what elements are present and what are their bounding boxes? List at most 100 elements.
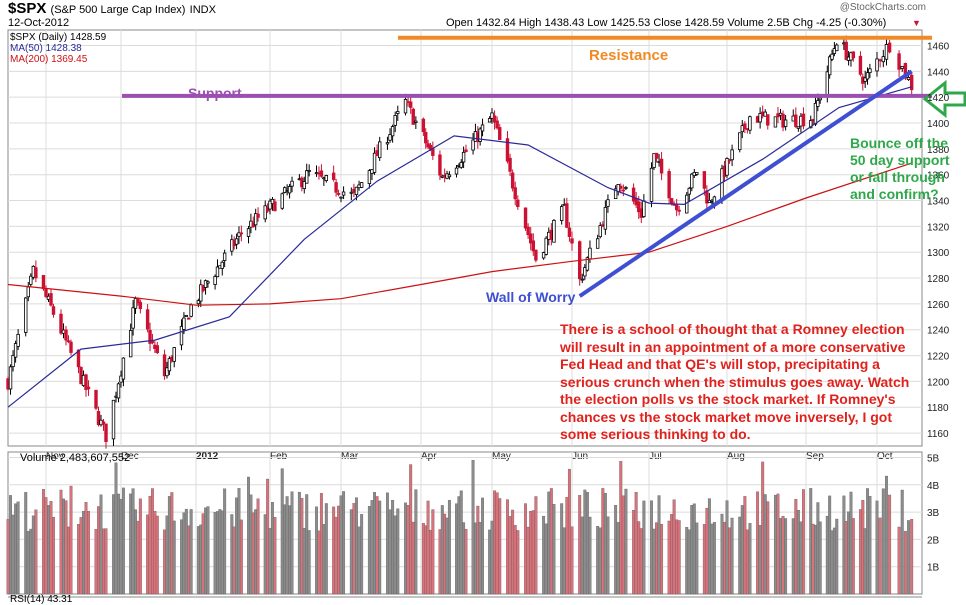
volume-bar	[305, 494, 309, 595]
candle-body	[145, 309, 150, 330]
candle-body	[529, 233, 533, 244]
volume-bar	[102, 528, 105, 595]
x-tick-label: Sep	[806, 451, 824, 462]
volume-bar	[165, 515, 169, 595]
volume-bar	[881, 488, 885, 595]
volume-bar	[725, 500, 729, 595]
volume-bar	[650, 500, 653, 595]
candle-body	[510, 172, 515, 189]
candle-body	[570, 238, 574, 244]
candle-body	[567, 227, 572, 237]
candle-body	[49, 293, 53, 306]
candle-body	[41, 275, 46, 290]
candle-body	[773, 116, 778, 128]
volume-bar	[213, 512, 217, 595]
volume-bar	[302, 527, 306, 595]
volume-bar	[317, 530, 321, 595]
volume-bar	[835, 518, 839, 595]
volume-bar	[300, 497, 304, 595]
volume-bar	[247, 476, 250, 595]
candle-body	[148, 329, 152, 344]
volume-bar	[692, 503, 696, 595]
candle-body	[881, 56, 886, 63]
volume-bar	[562, 527, 566, 595]
chart-date: 12-Oct-2012	[8, 17, 70, 29]
candle-body	[909, 74, 914, 91]
candle-body	[531, 240, 535, 252]
volume-bar	[151, 488, 154, 595]
volume-bar	[251, 512, 255, 595]
volume-bar	[723, 521, 726, 595]
volume-bar	[119, 498, 123, 595]
volume-bar	[730, 517, 734, 595]
candle-body	[336, 193, 341, 195]
volume-bar	[614, 505, 618, 595]
volume-bar	[490, 520, 494, 595]
candle-body	[287, 186, 292, 194]
candle-body	[201, 284, 205, 291]
x-tick-label: Nov	[46, 451, 64, 462]
candle-body	[844, 41, 848, 60]
volume-bar	[187, 525, 191, 595]
candle-body	[603, 207, 608, 230]
candle-body	[534, 249, 538, 261]
candle-body	[414, 120, 418, 123]
candle-body	[565, 203, 569, 228]
candle-body	[273, 201, 277, 212]
volume-bar	[524, 503, 527, 595]
volume-bar	[565, 497, 569, 595]
legend-ma200: MA(200) 1369.45	[10, 54, 88, 65]
candle-body	[743, 123, 747, 130]
volume-bar	[818, 521, 822, 595]
volume-bar	[702, 524, 706, 595]
wall-of-worry-label: Wall of Worry	[486, 289, 576, 305]
volume-bar	[94, 529, 98, 595]
candle-body	[875, 58, 879, 72]
volume-bar	[740, 505, 744, 595]
candle-body	[438, 154, 442, 176]
exchange: INDX	[189, 4, 216, 16]
volume-bar	[155, 515, 159, 595]
volume-bar	[220, 510, 224, 595]
volume-bar	[842, 495, 846, 595]
volume-bar	[910, 519, 914, 595]
candle-body	[421, 118, 426, 133]
candle-body	[64, 329, 68, 341]
candle-body	[763, 111, 767, 117]
volume-bar	[690, 505, 694, 595]
volume-bar	[349, 509, 353, 595]
volume-bar	[511, 509, 515, 595]
candle-body	[495, 120, 499, 129]
volume-bar	[598, 527, 602, 595]
volume-bar	[324, 503, 328, 595]
volume-bar	[712, 522, 716, 595]
volume-bar	[273, 517, 277, 595]
volume-bar	[455, 503, 458, 595]
candle-body	[505, 138, 510, 162]
y-tick-label: 1340	[927, 197, 950, 208]
candle-body	[111, 399, 116, 440]
volume-bar	[459, 490, 463, 595]
x-tick-label: Mar	[341, 451, 359, 462]
volume-bar	[639, 528, 643, 595]
volume-tick-label: 3B	[927, 508, 940, 519]
volume-bar	[445, 517, 449, 595]
volume-bar	[406, 505, 410, 595]
bounce-callout: Bounce off the 50 day support or fall th…	[850, 135, 950, 202]
index-name: (S&P 500 Large Cap Index)	[50, 4, 186, 16]
x-tick-label: Jul	[649, 451, 662, 462]
candle-body	[827, 56, 832, 76]
volume-bar	[619, 461, 623, 595]
volume-bar	[360, 514, 364, 595]
candle-body	[29, 275, 33, 285]
volume-bar	[64, 500, 68, 595]
volume-bar	[578, 495, 582, 595]
volume-bar	[828, 495, 832, 595]
volume-bar	[907, 520, 910, 595]
volume-bar	[825, 515, 829, 595]
volume-bar	[216, 511, 219, 595]
volume-bar	[429, 529, 432, 595]
volume-bar	[897, 526, 901, 595]
candle-body	[138, 301, 143, 310]
candle-body	[155, 345, 159, 354]
